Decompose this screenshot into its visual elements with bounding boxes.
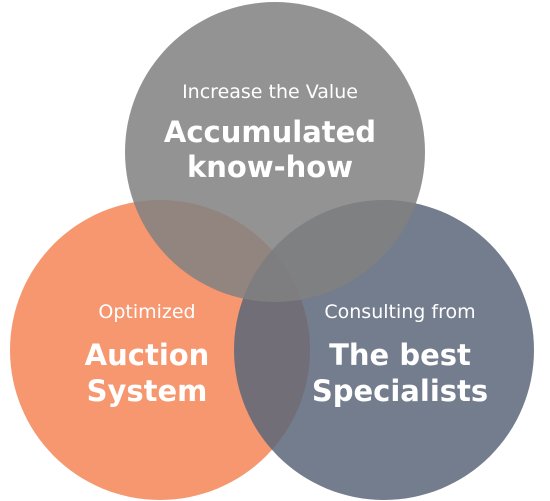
circle-left-labels: Optimized Auction System (85, 301, 210, 408)
circle-left-subtitle: Optimized (98, 301, 195, 323)
circle-right-headline-line-2: Specialists (312, 374, 488, 408)
circle-top (125, 2, 425, 302)
circle-right-labels: Consulting from The best Specialists (312, 301, 488, 408)
circle-top-subtitle: Increase the Value (182, 81, 358, 103)
circle-layer (10, 2, 534, 500)
circle-left-headline-line-1: Auction (85, 338, 210, 372)
circle-left-headline-line-2: System (87, 374, 208, 408)
circle-top-labels: Increase the Value Accumulated know-how (164, 81, 376, 184)
circle-top-headline-line-1: Accumulated (164, 115, 376, 149)
circle-top-headline-line-2: know-how (187, 150, 353, 184)
circle-right-subtitle: Consulting from (324, 301, 475, 323)
circle-right-headline-line-1: The best (329, 338, 471, 372)
